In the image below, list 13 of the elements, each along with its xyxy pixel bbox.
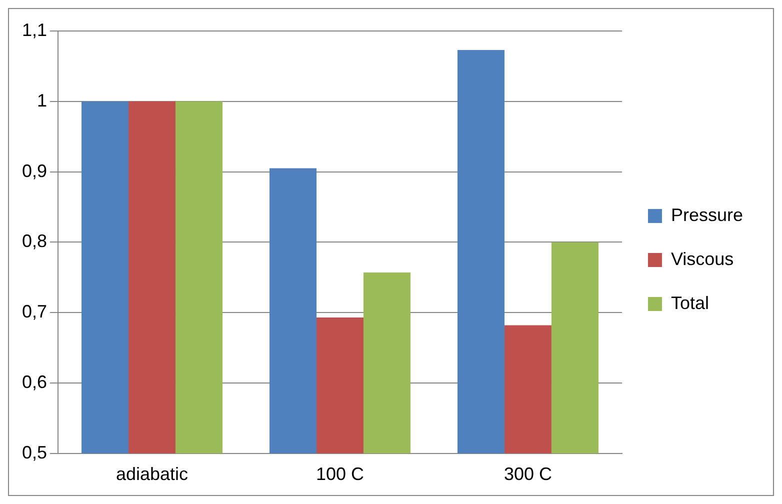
x-tick-label: 100 C (316, 464, 364, 484)
x-tick-label: 300 C (504, 464, 552, 484)
y-tick-label: 0,5 (22, 442, 48, 462)
legend-label: Total (670, 292, 710, 313)
y-tick-label: 1,1 (22, 20, 48, 40)
y-tick-label: 0,8 (22, 231, 48, 252)
x-tick-label: adiabatic (116, 464, 188, 484)
y-tick-label: 0,9 (22, 160, 48, 181)
y-tick-label: 0,7 (22, 302, 48, 322)
y-tick-label: 1 (37, 90, 48, 110)
legend-label: Viscous (670, 248, 734, 269)
y-tick-label: 0,6 (22, 372, 48, 392)
legend-label: Pressure (670, 204, 744, 225)
